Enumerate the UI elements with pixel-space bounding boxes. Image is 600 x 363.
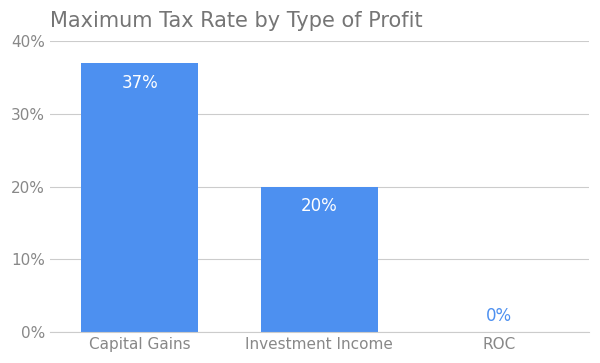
Bar — [82, 63, 198, 332]
Text: 0%: 0% — [486, 307, 512, 325]
Text: 37%: 37% — [121, 74, 158, 92]
Text: Maximum Tax Rate by Type of Profit: Maximum Tax Rate by Type of Profit — [50, 11, 422, 31]
Bar — [261, 187, 378, 332]
Text: 20%: 20% — [301, 197, 338, 215]
